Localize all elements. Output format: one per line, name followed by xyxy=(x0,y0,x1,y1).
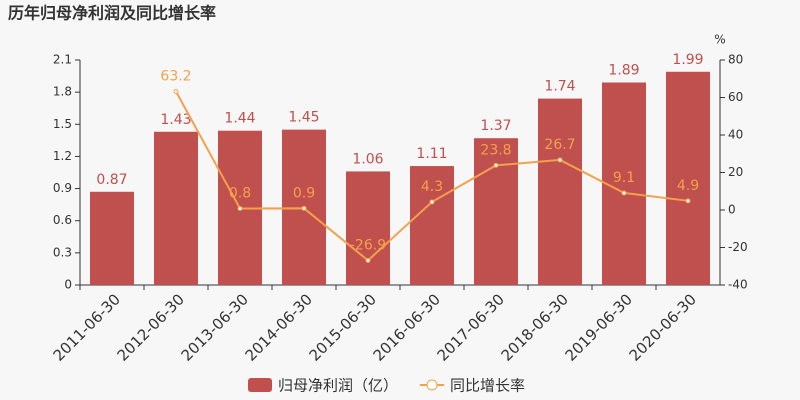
line-point xyxy=(301,205,307,211)
bar-value-label: 1.45 xyxy=(288,110,319,126)
line-value-label: 63.2 xyxy=(160,69,191,85)
line-point xyxy=(493,162,499,168)
y-tick-label: 0 xyxy=(64,278,72,292)
bar xyxy=(666,71,710,286)
line-value-label: 0.9 xyxy=(293,185,315,201)
y2-tick-label: 80 xyxy=(728,53,743,67)
y2-tick-label: 60 xyxy=(728,90,743,104)
line-value-label: 4.9 xyxy=(677,178,699,194)
y2-tick-label: 0 xyxy=(728,203,736,217)
y2-tick-label: -40 xyxy=(728,278,748,292)
bar-value-label: 1.43 xyxy=(160,112,191,128)
line-point xyxy=(237,206,243,211)
bar xyxy=(90,191,134,285)
y-tick-label: 1.5 xyxy=(53,117,72,131)
legend-swatch xyxy=(426,379,438,391)
line-value-label: 9.1 xyxy=(613,170,635,186)
bar-value-label: 1.11 xyxy=(416,146,447,162)
bar-value-label: 0.87 xyxy=(96,172,127,188)
y-tick-label: 1.8 xyxy=(53,85,72,99)
bar xyxy=(538,98,582,285)
y2-tick-label: 20 xyxy=(728,165,743,179)
bar-value-label: 1.89 xyxy=(608,63,639,79)
bar-value-label: 1.06 xyxy=(352,151,383,167)
bar xyxy=(154,131,198,285)
y-tick-label: 0.6 xyxy=(53,213,72,227)
bar xyxy=(602,82,646,285)
bar xyxy=(474,138,518,285)
bar xyxy=(410,166,454,285)
line-point xyxy=(685,198,691,204)
line-point xyxy=(365,257,371,263)
y2-axis-label: % xyxy=(714,33,725,47)
y-tick-label: 2.1 xyxy=(53,53,72,67)
legend-label: 同比增长率 xyxy=(450,377,525,395)
line-value-label: 4.3 xyxy=(421,179,443,195)
line-value-label: -26.9 xyxy=(350,237,386,253)
y2-tick-label: 40 xyxy=(728,128,743,142)
line-value-label: 23.8 xyxy=(480,142,511,158)
line-point xyxy=(621,190,627,196)
bar-value-label: 1.37 xyxy=(480,118,511,134)
line-point xyxy=(173,89,179,94)
line-point xyxy=(429,199,435,205)
chart-title: 历年归母净利润及同比增长率 xyxy=(8,4,216,23)
y-tick-label: 1.2 xyxy=(53,149,72,163)
line-value-label: 26.7 xyxy=(544,137,575,153)
y-tick-label: 0.3 xyxy=(53,245,72,259)
line-value-label: 0.8 xyxy=(229,186,251,202)
line-point xyxy=(557,157,563,163)
y-tick-label: 0.9 xyxy=(53,181,72,195)
bar-value-label: 1.74 xyxy=(544,79,575,95)
bar-value-label: 1.99 xyxy=(672,52,703,68)
legend-swatch xyxy=(248,378,272,392)
y2-tick-label: -20 xyxy=(728,240,748,254)
bar-value-label: 1.44 xyxy=(224,111,255,127)
bar xyxy=(346,171,390,285)
legend-label: 归母净利润（亿） xyxy=(278,377,398,395)
